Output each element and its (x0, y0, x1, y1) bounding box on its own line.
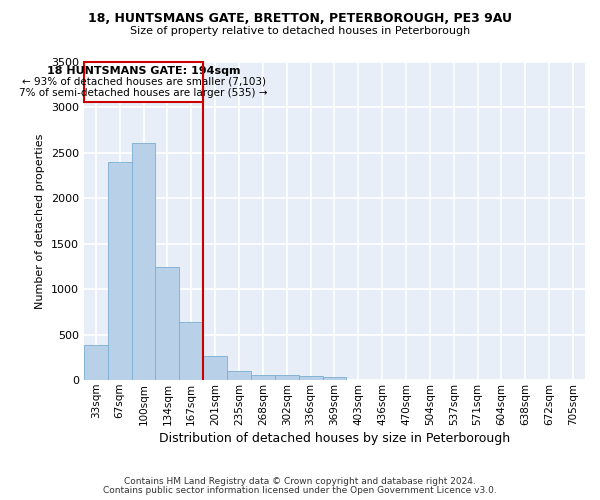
Text: 18, HUNTSMANS GATE, BRETTON, PETERBOROUGH, PE3 9AU: 18, HUNTSMANS GATE, BRETTON, PETERBOROUG… (88, 12, 512, 26)
Y-axis label: Number of detached properties: Number of detached properties (35, 133, 46, 308)
Bar (227, 371, 251, 380)
Bar (155, 268, 179, 380)
Bar (251, 374, 275, 380)
Bar (108, 162, 131, 380)
Text: Contains HM Land Registry data © Crown copyright and database right 2024.: Contains HM Land Registry data © Crown c… (124, 477, 476, 486)
Bar (323, 377, 346, 380)
Text: ← 93% of detached houses are smaller (7,103): ← 93% of detached houses are smaller (7,… (22, 77, 266, 87)
Bar (131, 144, 155, 380)
Bar (275, 375, 299, 380)
Text: Contains public sector information licensed under the Open Government Licence v3: Contains public sector information licen… (103, 486, 497, 495)
Bar (179, 322, 203, 380)
Bar (84, 344, 108, 380)
Bar (84, 62, 203, 102)
Bar (203, 356, 227, 380)
Text: 7% of semi-detached houses are larger (535) →: 7% of semi-detached houses are larger (5… (19, 88, 268, 98)
Text: 18 HUNTSMANS GATE: 194sqm: 18 HUNTSMANS GATE: 194sqm (47, 66, 240, 76)
Bar (299, 376, 323, 380)
X-axis label: Distribution of detached houses by size in Peterborough: Distribution of detached houses by size … (159, 432, 510, 445)
Text: Size of property relative to detached houses in Peterborough: Size of property relative to detached ho… (130, 26, 470, 36)
